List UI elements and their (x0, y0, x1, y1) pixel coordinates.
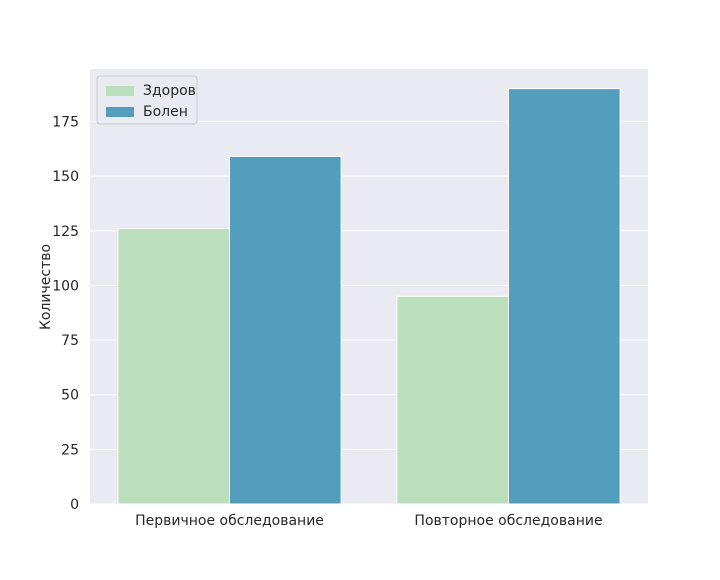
y-tick-label: 75 (61, 333, 79, 349)
legend-label: Болен (143, 104, 188, 120)
bar-sick-0 (229, 155, 342, 505)
legend-label: Здоров (143, 83, 196, 99)
y-tick-label: 125 (52, 224, 79, 240)
y-tick-label: 175 (52, 114, 79, 130)
x-tick-label: Первичное обследование (135, 513, 324, 529)
y-axis-label: Количество (38, 244, 54, 330)
bar-sick-1 (508, 88, 621, 505)
y-tick-label: 150 (52, 169, 79, 185)
y-tick-label: 100 (52, 278, 79, 294)
y-tick-label: 0 (70, 497, 79, 513)
x-tick-labels: Первичное обследование Повторное обследов… (135, 513, 602, 529)
legend-swatch (106, 86, 134, 96)
y-tick-label: 25 (61, 442, 79, 458)
y-tick-label: 50 (61, 388, 79, 404)
legend-swatch (106, 107, 134, 117)
x-tick-label: Повторное обследование (414, 513, 602, 529)
y-tick-labels: 0 25 50 75 100 125 150 175 (52, 114, 79, 513)
bar-healthy-0 (117, 228, 230, 505)
legend: Здоров Болен (96, 75, 198, 125)
bar-healthy-1 (396, 295, 509, 505)
bars (117, 88, 621, 505)
